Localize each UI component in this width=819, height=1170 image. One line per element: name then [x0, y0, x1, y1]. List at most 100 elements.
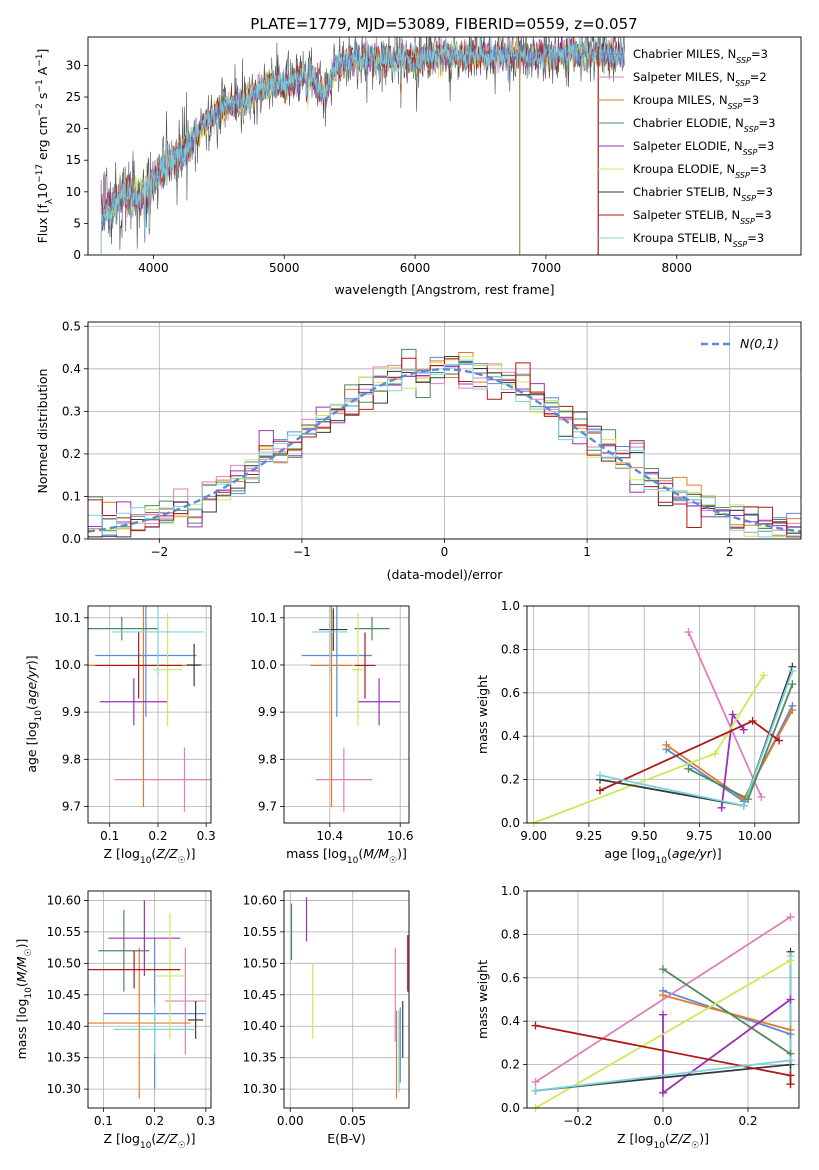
y-tick-label: 10.0	[54, 658, 81, 672]
residual-legend: N(0,1)	[701, 336, 779, 351]
weight-marker	[786, 1080, 795, 1089]
axes-frame	[87, 605, 212, 824]
y-tick-label: 0.4	[62, 362, 81, 376]
plot-area	[88, 606, 211, 812]
figure-title: PLATE=1779, MJD=53089, FIBERID=0559, z=0…	[250, 15, 637, 33]
weight-marker	[662, 740, 671, 749]
legend-label: Salpeter STELIB, NSSP=3	[633, 208, 772, 226]
weight-line	[687, 683, 794, 801]
y-tick-label: 10.50	[47, 956, 81, 970]
plot-area	[301, 606, 401, 812]
panel-spectrum: 4000 5000 6000 7000 8000 0 5 10 15 20 25 30 Chabrier…	[35, 36, 802, 297]
weight-line	[535, 916, 791, 1083]
weight-marker	[684, 628, 693, 637]
legend-label: N(0,1)	[740, 336, 779, 351]
legend-label: Salpeter ELODIE, NSSP=3	[633, 139, 774, 157]
weight-marker	[659, 1010, 667, 1019]
y-tick-label: 10.35	[243, 1051, 277, 1065]
x-tick-label: 2	[726, 545, 734, 559]
histogram-step	[88, 357, 801, 538]
spectrum-legend: Chabrier MILES, NSSP=3 Salpeter MILES, NS…	[598, 47, 775, 249]
legend-label: Salpeter MILES, NSSP=2	[633, 70, 767, 88]
panel-Z_vs_mass: 0.1 0.2 0.3 10.30 10.35 10.40 10.45 10.50 10.55 1…	[14, 890, 215, 1151]
y-tick-label: 0.6	[501, 971, 520, 985]
y-tick-label: 10.60	[47, 893, 81, 907]
y-tick-label: 10.45	[243, 988, 277, 1002]
weight-marker	[739, 725, 748, 734]
weight-marker	[659, 991, 667, 1000]
weight-marker	[659, 965, 667, 974]
spectrum-line	[100, 37, 625, 255]
x-tick-label: 9.25	[576, 829, 603, 843]
weight-marker	[786, 952, 795, 961]
y-tick-label: 9.9	[62, 705, 81, 719]
axes-frame	[526, 890, 800, 1109]
panel-Z_vs_weight: −0.2 0.0 0.2 0.0 0.2 0.4 0.6 0.8 1.0 Z [log10(Z/Z…	[475, 884, 800, 1151]
panel-residuals: −2 −1 0 1 2 0.0 0.1 0.2 0.3 0.4 0.5 N(0,1) (data-mod…	[35, 319, 802, 582]
legend-label: Chabrier ELODIE, NSSP=3	[633, 116, 775, 134]
y-tick-label: 0	[73, 248, 81, 262]
x-tick-label: 1	[583, 545, 591, 559]
weight-marker	[775, 736, 784, 745]
y-tick-label: 10.1	[250, 611, 277, 625]
spectrum-line	[100, 37, 625, 250]
y-tick-label: 0.4	[501, 1014, 520, 1028]
weight-line	[662, 998, 792, 1095]
x-tick-label: 0.05	[339, 1114, 366, 1128]
weight-line	[535, 959, 791, 1108]
x-tick-label: 0.2	[738, 1114, 757, 1128]
x-tick-label: 10.00	[738, 829, 772, 843]
x-tick-label: 10.6	[387, 829, 414, 843]
x-tick-label: −0.2	[563, 1114, 592, 1128]
y-tick-label: 0.2	[501, 1058, 520, 1072]
y-tick-label: 1.0	[501, 599, 520, 613]
y-tick-label: 10	[66, 185, 81, 199]
x-tick-label: 6000	[400, 261, 431, 275]
y-tick-label: 10.55	[47, 925, 81, 939]
legend-label: Chabrier MILES, NSSP=3	[633, 47, 768, 65]
y-tick-label: 10.45	[47, 988, 81, 1002]
normal-reference-curve	[88, 368, 801, 533]
weight-line	[662, 994, 791, 1031]
legend-label: Kroupa STELIB, NSSP=3	[633, 231, 764, 249]
y-tick-label: 9.8	[62, 752, 81, 766]
spectrum-line	[100, 37, 625, 247]
y-tick-label: 10.35	[47, 1051, 81, 1065]
plot-area	[88, 900, 206, 1099]
histogram-step	[88, 363, 801, 538]
weight-marker	[710, 749, 719, 758]
x-tick-label: 0.1	[100, 829, 119, 843]
y-tick-label: 10.40	[47, 1019, 81, 1033]
y-tick-label: 25	[66, 90, 81, 104]
plot-area	[88, 348, 801, 538]
y-axis-label: Flux [fλ10−17 erg cm−2 s−1 A−1]	[35, 49, 55, 244]
weight-marker	[717, 803, 726, 812]
x-tick-label: 9.75	[686, 829, 713, 843]
x-tick-label: 0.3	[196, 1114, 215, 1128]
y-tick-label: 0.4	[501, 729, 520, 743]
y-tick-label: 10.30	[47, 1082, 81, 1096]
x-tick-label: −1	[293, 545, 311, 559]
x-tick-label: 7000	[531, 261, 562, 275]
weight-marker	[595, 786, 604, 795]
weight-marker	[786, 1056, 795, 1065]
weight-marker	[759, 671, 768, 680]
axes-frame	[87, 890, 212, 1109]
y-tick-label: 10.60	[243, 893, 277, 907]
y-tick-label: 9.7	[62, 799, 81, 813]
x-tick-label: −2	[150, 545, 168, 559]
weight-marker	[786, 995, 795, 1004]
panel-mass_vs_age: 10.4 10.6 9.7 9.8 9.9 10.0 10.1 mass [log10(M/M…	[250, 605, 414, 866]
x-tick-label: 0.2	[145, 1114, 164, 1128]
weight-marker	[739, 801, 748, 810]
y-tick-label: 10.0	[250, 658, 277, 672]
x-tick-label: 0.2	[148, 829, 167, 843]
weight-line	[687, 631, 763, 798]
y-tick-label: 10.55	[243, 925, 277, 939]
x-tick-label: 8000	[661, 261, 692, 275]
y-axis-label: mass weight	[475, 960, 490, 1039]
y-tick-label: 0.6	[501, 686, 520, 700]
x-tick-label: 9.50	[631, 829, 658, 843]
axes-frame	[526, 605, 800, 824]
